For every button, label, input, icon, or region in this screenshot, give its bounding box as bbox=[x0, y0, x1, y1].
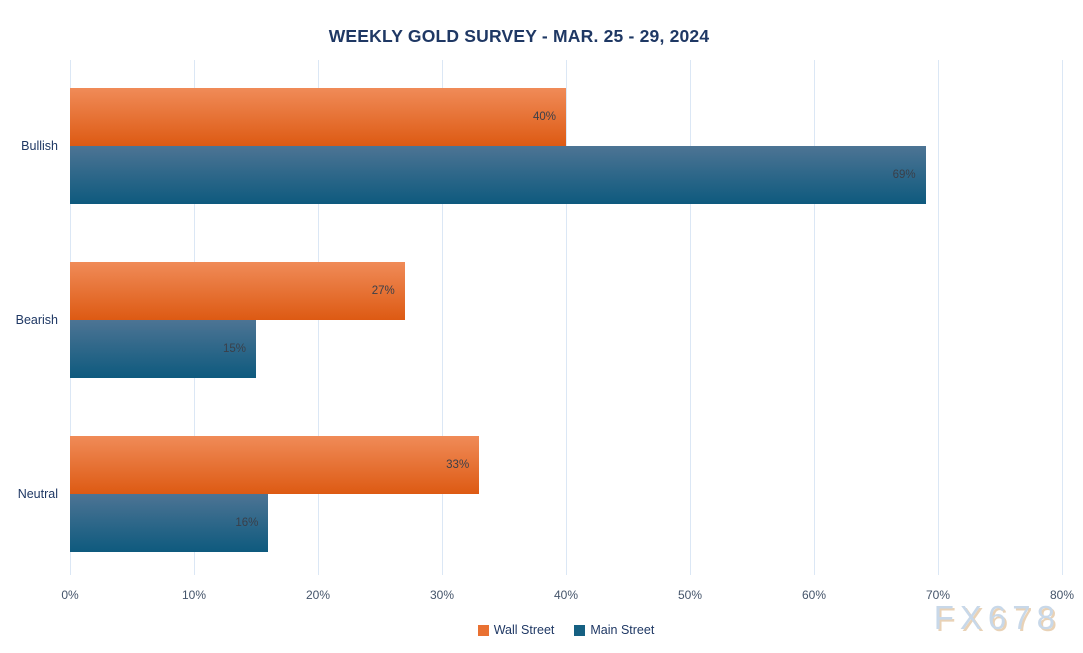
gridline-80 bbox=[1062, 60, 1063, 575]
legend-swatch-main-street bbox=[574, 624, 586, 636]
bar-value-label: 16% bbox=[235, 517, 259, 529]
category-label-bullish: Bullish bbox=[21, 139, 58, 153]
x-tick-label-40: 40% bbox=[553, 588, 579, 602]
legend-item-main-street: Main Street bbox=[574, 623, 654, 637]
category-label-bearish: Bearish bbox=[15, 313, 58, 327]
legend-swatch-wall-street bbox=[477, 624, 489, 636]
legend-label-wall-street: Wall Street bbox=[493, 623, 555, 637]
legend: Wall Street Main Street bbox=[70, 620, 1062, 640]
x-tick-label-80: 80% bbox=[1049, 588, 1075, 602]
legend-item-wall-street: Wall Street bbox=[477, 623, 555, 637]
gridline-40 bbox=[566, 60, 567, 575]
bar-value-label: 27% bbox=[371, 285, 395, 297]
x-tick-label-60: 60% bbox=[801, 588, 827, 602]
bar-wall-street-neutral: 33% bbox=[70, 436, 480, 494]
x-tick-label-20: 20% bbox=[305, 588, 331, 602]
x-tick-label-0: 0% bbox=[61, 588, 79, 602]
gridline-70 bbox=[938, 60, 939, 575]
gridline-50 bbox=[690, 60, 691, 575]
bar-main-street-neutral: 16% bbox=[70, 494, 269, 552]
bar-value-label: 40% bbox=[532, 111, 556, 123]
bar-value-label: 15% bbox=[222, 343, 246, 355]
bar-value-label: 69% bbox=[892, 169, 916, 181]
x-tick-label-70: 70% bbox=[925, 588, 951, 602]
legend-label-main-street: Main Street bbox=[590, 623, 655, 637]
watermark: FX678 bbox=[933, 599, 1061, 636]
category-label-neutral: Neutral bbox=[17, 487, 58, 501]
bar-main-street-bearish: 15% bbox=[70, 320, 256, 378]
x-tick-label-50: 50% bbox=[677, 588, 703, 602]
chart-title: WEEKLY GOLD SURVEY - MAR. 25 - 29, 2024 bbox=[328, 26, 710, 46]
bar-value-label: 33% bbox=[446, 459, 470, 471]
bar-wall-street-bullish: 40% bbox=[70, 88, 566, 146]
x-tick-label-30: 30% bbox=[429, 588, 455, 602]
gridline-30 bbox=[442, 60, 443, 575]
bar-main-street-bullish: 69% bbox=[70, 146, 926, 204]
gridline-60 bbox=[814, 60, 815, 575]
plot-area: 40% 69% 27% 15% 33% 16% bbox=[70, 60, 1063, 575]
x-tick-label-10: 10% bbox=[181, 588, 207, 602]
bar-wall-street-bearish: 27% bbox=[70, 262, 405, 320]
